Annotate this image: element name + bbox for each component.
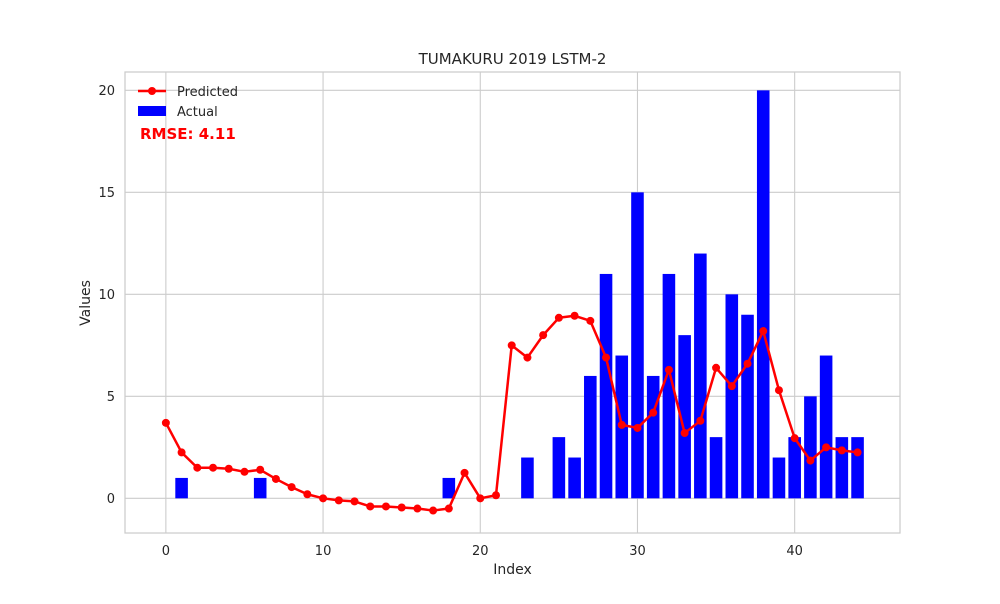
predicted-point: [209, 463, 218, 472]
predicted-point: [350, 497, 359, 506]
x-tick-labels: 0 10 20 30 40: [162, 544, 803, 559]
y-tick-label: 0: [107, 492, 115, 507]
predicted-point: [633, 423, 642, 432]
actual-bar: [772, 457, 786, 499]
actual-bar: [175, 477, 188, 499]
predicted-point: [743, 359, 752, 368]
actual-bar: [835, 437, 849, 499]
y-axis-label: Values: [78, 280, 94, 326]
predicted-point: [822, 443, 831, 452]
predicted-point: [759, 327, 768, 336]
x-tick-label: 30: [629, 544, 646, 559]
actual-bar: [253, 477, 267, 499]
predicted-point: [413, 504, 422, 513]
actual-bar: [725, 294, 739, 499]
actual-bar: [662, 273, 676, 499]
actual-bar: [694, 253, 707, 499]
predicted-point: [381, 502, 390, 511]
legend-actual-label: Actual: [177, 105, 218, 120]
plot-background: [124, 71, 901, 534]
predicted-point: [617, 420, 626, 429]
predicted-point: [523, 353, 532, 362]
actual-bar: [599, 273, 613, 499]
predicted-point: [554, 313, 563, 322]
x-tick-label: 10: [315, 544, 332, 559]
actual-bar: [552, 437, 566, 499]
actual-bar: [646, 375, 660, 499]
actual-bar: [584, 375, 597, 499]
actual-bar: [442, 477, 456, 499]
y-tick-label: 20: [98, 84, 115, 99]
y-tick-label: 5: [107, 390, 115, 405]
x-tick-label: 20: [472, 544, 489, 559]
rmse-annotation: RMSE: 4.11: [140, 125, 236, 143]
predicted-point: [224, 464, 233, 473]
predicted-point: [240, 467, 249, 476]
predicted-point: [334, 496, 343, 505]
predicted-point: [680, 429, 689, 438]
predicted-point: [712, 363, 721, 372]
actual-bar: [756, 90, 770, 499]
predicted-point: [161, 418, 170, 427]
actual-bar: [851, 437, 864, 499]
predicted-point: [303, 490, 312, 499]
predicted-point: [287, 483, 296, 492]
y-tick-label: 15: [98, 186, 115, 201]
predicted-point: [727, 382, 736, 391]
actual-bar: [631, 192, 644, 499]
predicted-point: [586, 316, 595, 325]
predicted-point: [397, 503, 406, 512]
legend: Predicted Actual: [138, 85, 238, 120]
predicted-point: [664, 365, 673, 374]
predicted-point: [539, 331, 548, 340]
predicted-point: [193, 463, 202, 472]
actual-bar: [521, 457, 534, 499]
x-tick-label: 40: [786, 544, 803, 559]
x-tick-label: 0: [162, 544, 170, 559]
predicted-point: [476, 494, 485, 503]
predicted-point: [774, 386, 783, 395]
predicted-point: [790, 434, 799, 443]
legend-actual-swatch: [138, 106, 166, 116]
actual-bar: [741, 314, 754, 499]
predicted-point: [429, 506, 438, 515]
actual-bar: [568, 457, 581, 499]
y-tick-labels: 0 5 10 15 20: [98, 84, 115, 507]
predicted-point: [806, 456, 815, 465]
predicted-point: [460, 468, 469, 477]
actual-bar: [678, 335, 691, 499]
predicted-point: [853, 448, 862, 457]
predicted-point: [649, 408, 658, 417]
predicted-point: [366, 502, 375, 511]
predicted-point: [444, 504, 453, 513]
predicted-point: [507, 341, 516, 350]
actual-bars: [175, 90, 864, 499]
predicted-point: [319, 494, 328, 503]
predicted-point: [491, 491, 500, 500]
actual-bar: [804, 396, 817, 499]
predicted-line: [161, 311, 862, 515]
predicted-point: [177, 448, 186, 457]
predicted-point: [570, 311, 579, 320]
actual-bar: [819, 355, 833, 499]
actual-bar: [709, 437, 723, 499]
grid-lines: [125, 72, 900, 533]
legend-predicted-marker: [148, 87, 156, 95]
y-tick-label: 10: [98, 288, 115, 303]
x-axis-label: Index: [493, 562, 532, 578]
predicted-point: [602, 353, 611, 362]
chart-title: TUMAKURU 2019 LSTM-2: [418, 50, 607, 68]
legend-predicted-label: Predicted: [177, 85, 238, 100]
predicted-point: [271, 474, 280, 483]
predicted-point: [256, 465, 265, 474]
predicted-point: [837, 446, 846, 455]
predicted-point: [696, 416, 705, 425]
actual-bar: [788, 437, 801, 499]
